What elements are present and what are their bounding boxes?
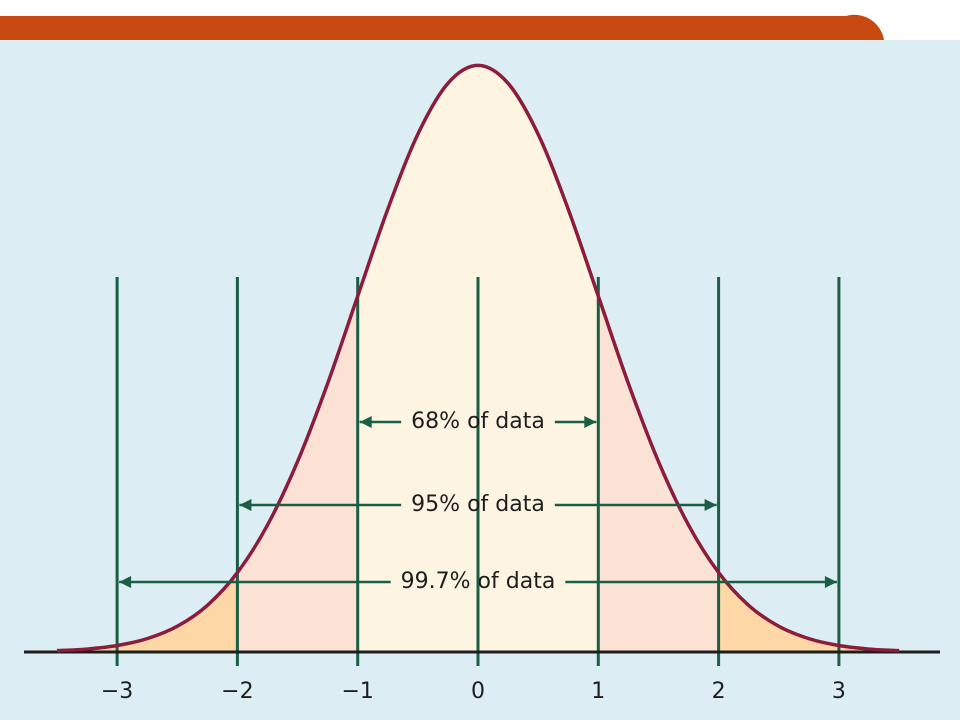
density-curve [56, 63, 900, 653]
x-tick-label: 2 [712, 679, 726, 704]
arrow-head [119, 576, 132, 588]
x-tick-label: 3 [832, 679, 846, 704]
arrow-head [359, 416, 372, 428]
arrow-head [704, 499, 717, 511]
x-tick-label: −2 [221, 679, 253, 704]
x-tick-label: 1 [591, 679, 605, 704]
header-bar [0, 14, 884, 40]
region-fill [56, 572, 238, 652]
arrow-head [584, 416, 597, 428]
interval: 99.7% of data [119, 569, 837, 594]
interval-label: 99.7% of data [401, 569, 556, 594]
marks: −3 −2 −1 0 1 2 3 68% of data 95% of data 99.7% of… [24, 63, 940, 704]
x-tick-label: 0 [471, 679, 485, 704]
x-tick-label: −3 [101, 679, 133, 704]
region-fill [718, 572, 900, 652]
interval-label: 95% of data [411, 492, 545, 517]
arrow-head [824, 576, 837, 588]
arrow-head [239, 499, 252, 511]
interval: 68% of data [359, 409, 597, 434]
x-tick-label: −1 [341, 679, 373, 704]
interval: 95% of data [239, 492, 717, 517]
interval-label: 68% of data [411, 409, 545, 434]
